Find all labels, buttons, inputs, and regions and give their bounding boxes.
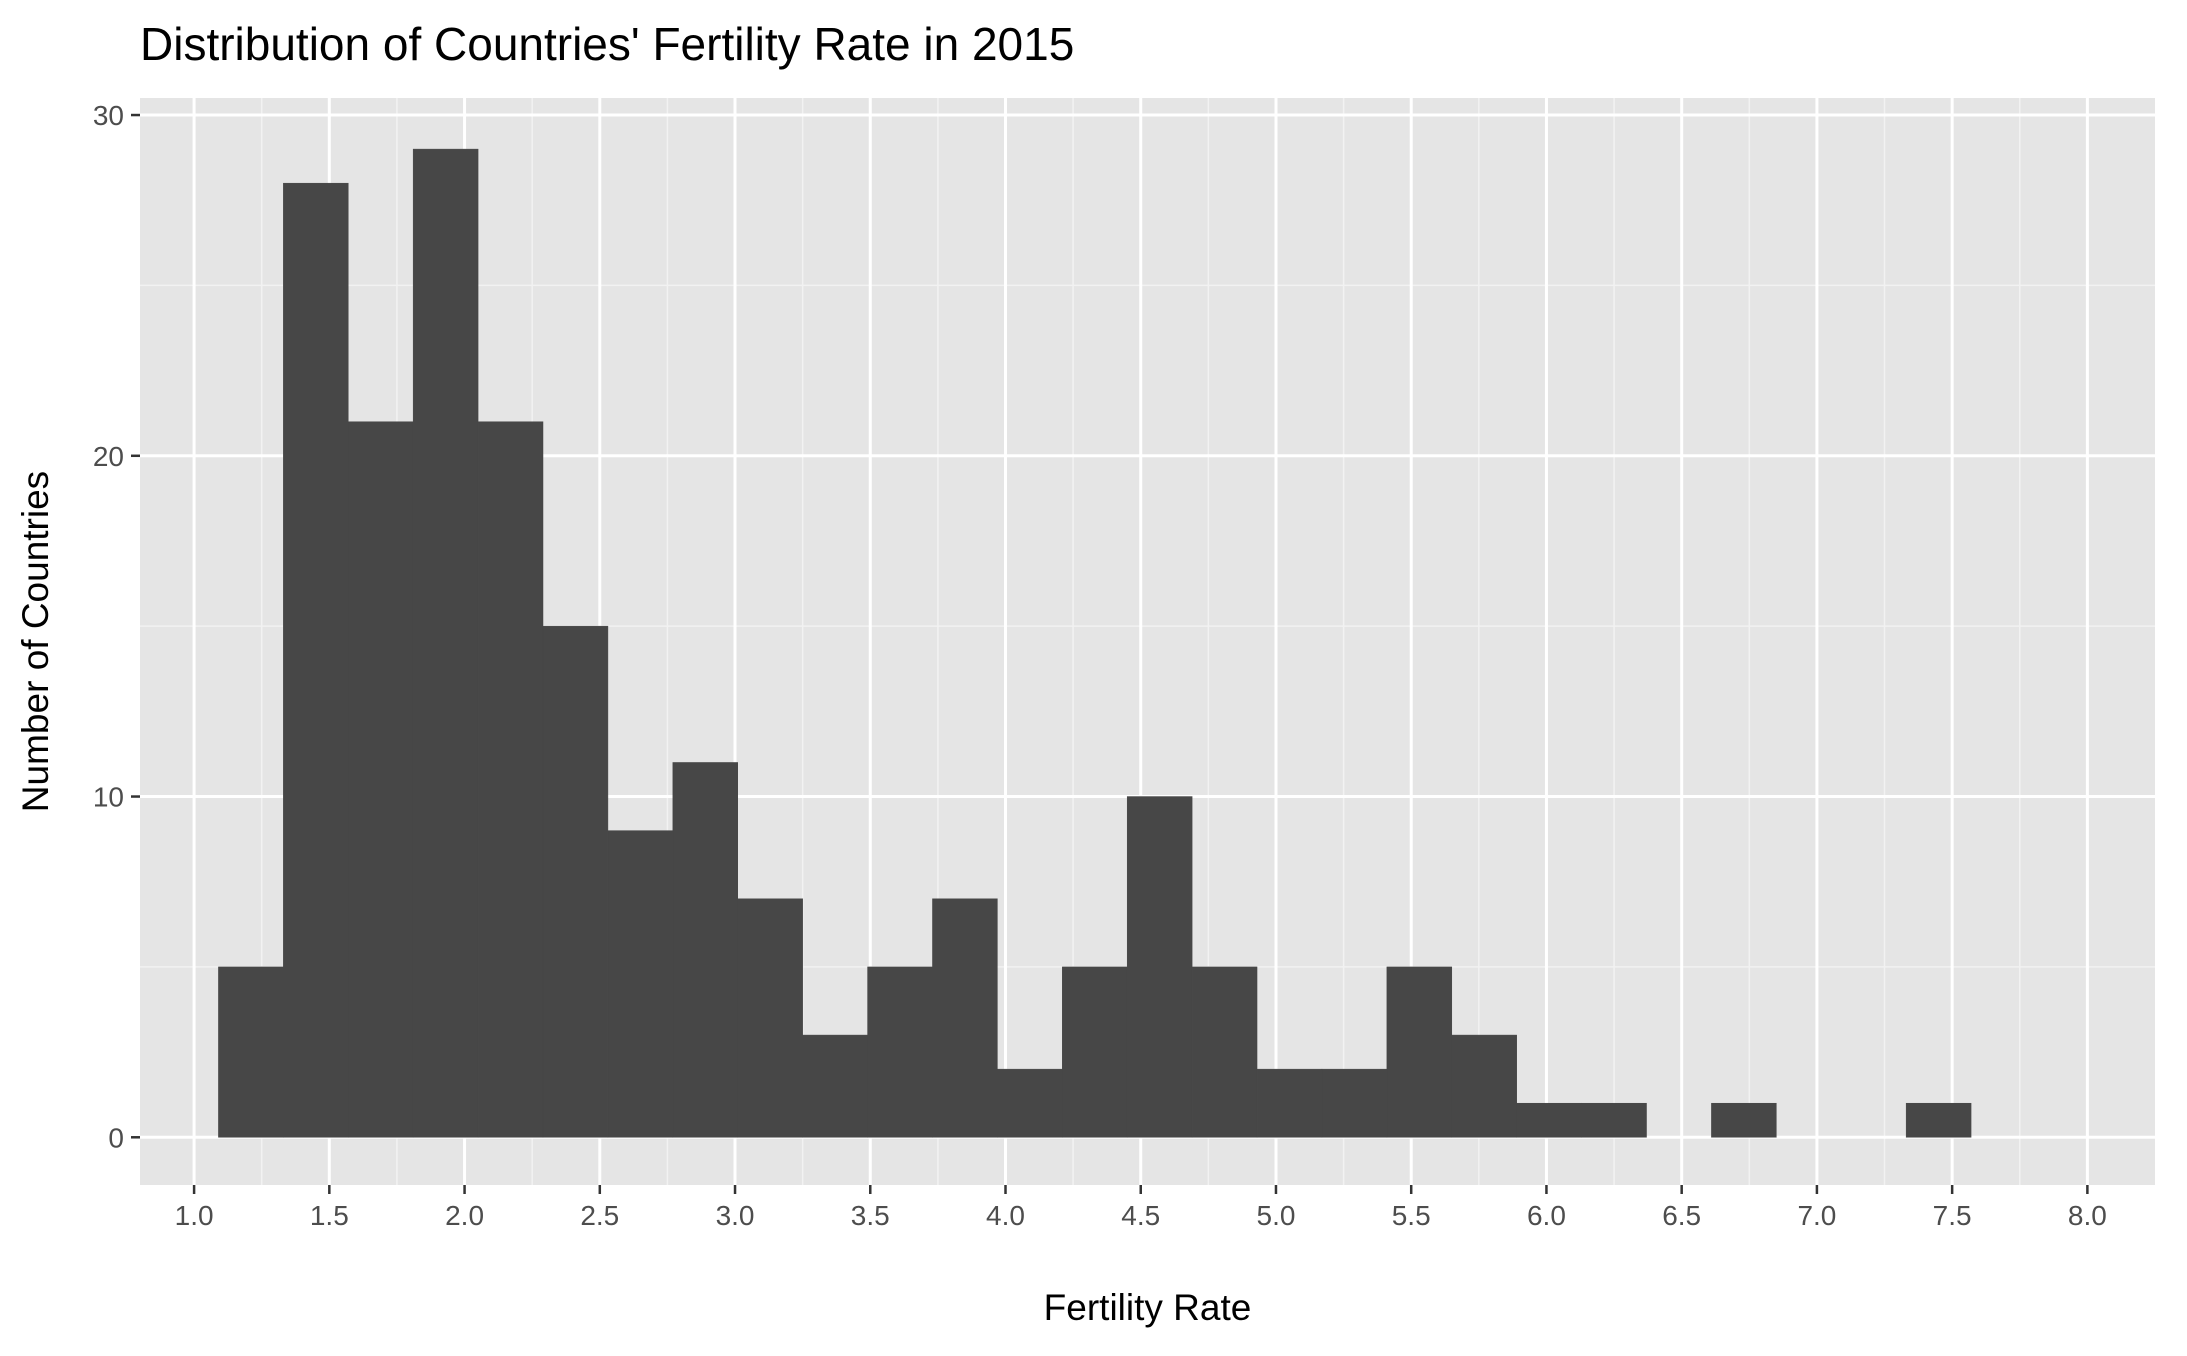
- x-tick-label: 3.0: [716, 1200, 755, 1231]
- histogram-bar: [412, 148, 479, 1138]
- histogram-bar: [542, 625, 609, 1138]
- chart-title: Distribution of Countries' Fertility Rat…: [140, 18, 1074, 70]
- x-tick-label: 2.5: [580, 1200, 619, 1231]
- x-tick-label: 5.0: [1257, 1200, 1296, 1231]
- histogram-bar: [1905, 1102, 1972, 1138]
- y-tick-label: 30: [93, 100, 124, 131]
- x-tick-label: 8.0: [2068, 1200, 2107, 1231]
- histogram-bar: [218, 966, 284, 1138]
- x-tick-label: 4.5: [1121, 1200, 1160, 1231]
- histogram-bars: [218, 148, 1972, 1138]
- histogram-bar: [1191, 966, 1258, 1138]
- histogram-bar: [1386, 966, 1453, 1138]
- histogram-bar: [1711, 1102, 1777, 1138]
- histogram-bar: [477, 421, 544, 1138]
- histogram-bar: [607, 830, 674, 1138]
- x-axis-title: Fertility Rate: [1044, 1287, 1252, 1328]
- histogram-bar: [1126, 796, 1193, 1138]
- x-tick-label: 3.5: [851, 1200, 890, 1231]
- x-tick-label: 6.0: [1527, 1200, 1566, 1231]
- histogram-bar: [737, 898, 803, 1138]
- histogram-bar: [1256, 1068, 1323, 1138]
- histogram-bar: [672, 762, 738, 1138]
- x-axis: 1.0 1.5 2.0 2.5 3.0 3.5 4.0 4.5 5.0 5.5 6.0 6.5 7.0 7…: [175, 1185, 2107, 1231]
- x-tick-label: 2.0: [445, 1200, 484, 1231]
- histogram-bar: [997, 1068, 1063, 1138]
- histogram-bar: [1516, 1102, 1582, 1138]
- y-tick-label: 20: [93, 441, 124, 472]
- histogram-bar: [1451, 1034, 1517, 1138]
- y-tick-label: 10: [93, 782, 124, 813]
- histogram-bar: [802, 1034, 868, 1138]
- histogram-bar: [1581, 1102, 1647, 1138]
- histogram-bar: [932, 898, 998, 1138]
- x-tick-label: 5.5: [1392, 1200, 1431, 1231]
- histogram-bar: [1321, 1068, 1388, 1138]
- x-tick-label: 6.5: [1662, 1200, 1701, 1231]
- histogram-bar: [867, 966, 933, 1138]
- histogram-bar: [348, 421, 414, 1138]
- y-axis-title: Number of Countries: [15, 471, 56, 812]
- x-tick-label: 1.0: [175, 1200, 214, 1231]
- y-axis: 0 10 20 30: [93, 100, 140, 1153]
- histogram-bar: [283, 182, 349, 1138]
- histogram-bar: [1062, 966, 1128, 1138]
- x-tick-label: 1.5: [310, 1200, 349, 1231]
- y-tick-label: 0: [108, 1122, 124, 1153]
- x-tick-label: 7.5: [1933, 1200, 1972, 1231]
- x-tick-label: 7.0: [1797, 1200, 1836, 1231]
- x-tick-label: 4.0: [986, 1200, 1025, 1231]
